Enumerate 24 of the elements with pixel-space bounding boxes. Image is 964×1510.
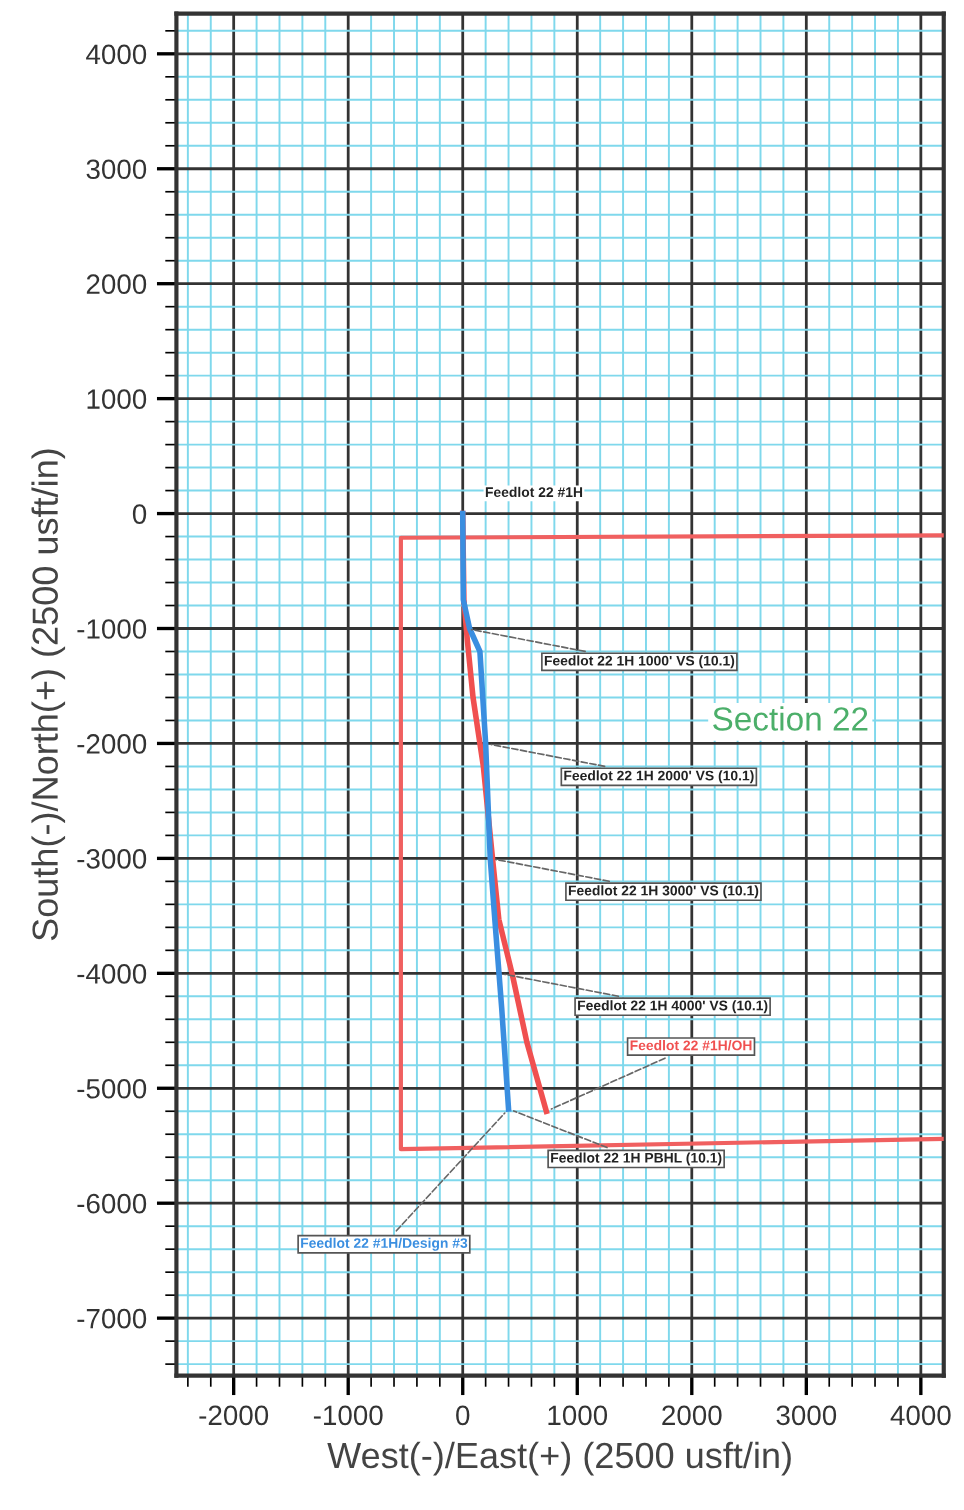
y-tick-label: 2000 xyxy=(86,274,147,295)
y-tick-label: 1000 xyxy=(87,389,147,409)
x-axis-title: West(-)/East(+) (2500 usft/in) xyxy=(327,1441,791,1476)
x-tick-label: -2000 xyxy=(199,1405,269,1426)
x-tick-label: 2000 xyxy=(662,1405,722,1426)
x-tick-label: 0 xyxy=(456,1405,470,1426)
y-tick-label: -3000 xyxy=(77,849,147,869)
x-tick-label: 4000 xyxy=(890,1405,951,1426)
x-tick-label: 3000 xyxy=(776,1405,837,1426)
annotation: Section 22 xyxy=(713,706,868,731)
y-tick-label: -6000 xyxy=(77,1193,147,1214)
y-tick-label: -5000 xyxy=(77,1078,147,1099)
y-tick-label: -2000 xyxy=(77,734,147,754)
y-tick-label: -7000 xyxy=(77,1308,147,1329)
y-tick-label: -1000 xyxy=(77,619,147,639)
line-series xyxy=(398,533,944,1152)
y-tick-label: 4000 xyxy=(86,44,147,65)
x-tick-label: 1000 xyxy=(548,1405,608,1426)
y-tick-label: 0 xyxy=(132,504,147,524)
x-tick-label: -1000 xyxy=(313,1405,383,1426)
y-tick-label: -4000 xyxy=(77,963,147,984)
line-series xyxy=(459,510,512,1112)
y-tick-label: 3000 xyxy=(86,159,147,180)
y-axis-title: South(-)/North(+) (2500 usft/in) xyxy=(31,449,66,941)
